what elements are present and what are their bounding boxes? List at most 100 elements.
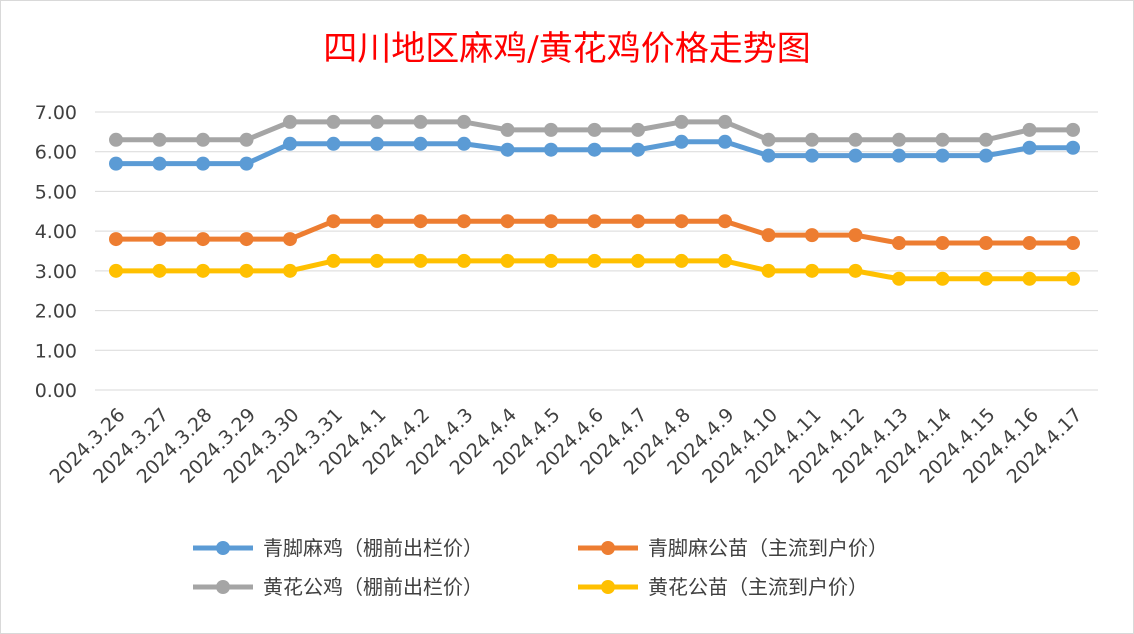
data-point [413, 114, 428, 129]
legend-item: 青脚麻公苗（主流到户价） [578, 536, 888, 560]
data-point [152, 156, 167, 171]
data-point [239, 156, 254, 171]
data-point [587, 122, 602, 137]
data-point [631, 142, 645, 157]
series-0 [109, 134, 1080, 171]
data-point [370, 214, 384, 229]
data-point [544, 142, 558, 157]
legend-label: 黄花公苗（主流到户价） [648, 575, 868, 599]
data-point [109, 263, 123, 278]
data-point [109, 232, 123, 247]
data-point [1022, 236, 1037, 251]
data-point [1022, 122, 1037, 137]
legend-swatch-marker [216, 580, 230, 594]
data-point [500, 253, 515, 268]
data-point [805, 132, 819, 147]
data-point [761, 228, 776, 243]
data-point [892, 132, 906, 147]
data-point [326, 136, 341, 151]
data-point [805, 148, 819, 163]
data-point [848, 132, 863, 147]
data-point [326, 114, 341, 129]
data-point [283, 232, 297, 247]
series-2 [109, 114, 1080, 147]
data-point [326, 253, 341, 268]
data-point [196, 232, 210, 247]
data-point [283, 136, 297, 151]
y-tick-label: 1.00 [35, 340, 77, 362]
data-point [457, 114, 471, 129]
data-point [892, 236, 906, 251]
data-point [848, 228, 863, 243]
data-point [979, 271, 993, 286]
data-point [413, 214, 428, 229]
data-point [109, 132, 123, 147]
legend-swatch-marker [601, 541, 615, 555]
data-point [761, 263, 776, 278]
data-point [718, 253, 732, 268]
legend-item: 青脚麻鸡（棚前出栏价） [193, 536, 483, 560]
data-point [674, 253, 689, 268]
data-point [848, 263, 863, 278]
data-point [587, 142, 602, 157]
data-point [196, 263, 210, 278]
data-point [326, 214, 341, 229]
data-point [457, 136, 471, 151]
y-tick-label: 7.00 [35, 102, 77, 124]
data-point [239, 232, 254, 247]
y-tick-label: 6.00 [35, 142, 77, 164]
data-point [1022, 140, 1037, 155]
legend-label: 黄花公鸡（棚前出栏价） [263, 575, 483, 599]
data-point [674, 114, 689, 129]
data-point [370, 253, 384, 268]
legend-swatch-marker [216, 541, 230, 555]
y-tick-label: 5.00 [35, 181, 77, 203]
data-point [152, 232, 167, 247]
data-point [413, 136, 428, 151]
y-tick-label: 2.00 [35, 301, 77, 323]
data-point [979, 236, 993, 251]
data-point [848, 148, 863, 163]
data-point [1066, 236, 1080, 251]
data-point [500, 122, 515, 137]
data-point [587, 253, 602, 268]
data-point [544, 122, 558, 137]
data-point [631, 214, 645, 229]
data-point [196, 156, 210, 171]
y-tick-label: 3.00 [35, 261, 77, 283]
data-point [718, 134, 732, 149]
data-point [761, 132, 776, 147]
data-point [761, 148, 776, 163]
data-point [1066, 271, 1080, 286]
legend-label: 青脚麻鸡（棚前出栏价） [263, 536, 483, 560]
data-point [935, 271, 950, 286]
data-point [979, 148, 993, 163]
data-point [631, 122, 645, 137]
data-point [152, 132, 167, 147]
data-point [892, 271, 906, 286]
data-point [500, 214, 515, 229]
data-point [1022, 271, 1037, 286]
series-3 [109, 253, 1080, 286]
data-point [196, 132, 210, 147]
series-1 [109, 214, 1080, 251]
data-point [674, 134, 689, 149]
data-point [587, 214, 602, 229]
data-point [500, 142, 515, 157]
data-point [935, 236, 950, 251]
y-tick-label: 4.00 [35, 221, 77, 243]
data-point [239, 132, 254, 147]
legend-item: 黄花公鸡（棚前出栏价） [193, 575, 483, 599]
data-point [935, 132, 950, 147]
data-point [457, 253, 471, 268]
plot-area [109, 114, 1080, 286]
data-point [544, 253, 558, 268]
data-point [239, 263, 254, 278]
data-point [457, 214, 471, 229]
data-point [1066, 140, 1080, 155]
data-point [631, 253, 645, 268]
data-point [544, 214, 558, 229]
data-point [152, 263, 167, 278]
